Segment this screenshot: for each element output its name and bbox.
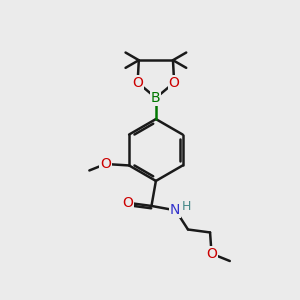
Text: O: O [169, 76, 180, 90]
Text: B: B [151, 91, 161, 105]
Text: O: O [100, 157, 111, 171]
Text: O: O [132, 76, 143, 90]
Text: N: N [170, 203, 180, 218]
Text: H: H [182, 200, 191, 213]
Text: O: O [206, 247, 217, 261]
Text: O: O [122, 196, 134, 210]
